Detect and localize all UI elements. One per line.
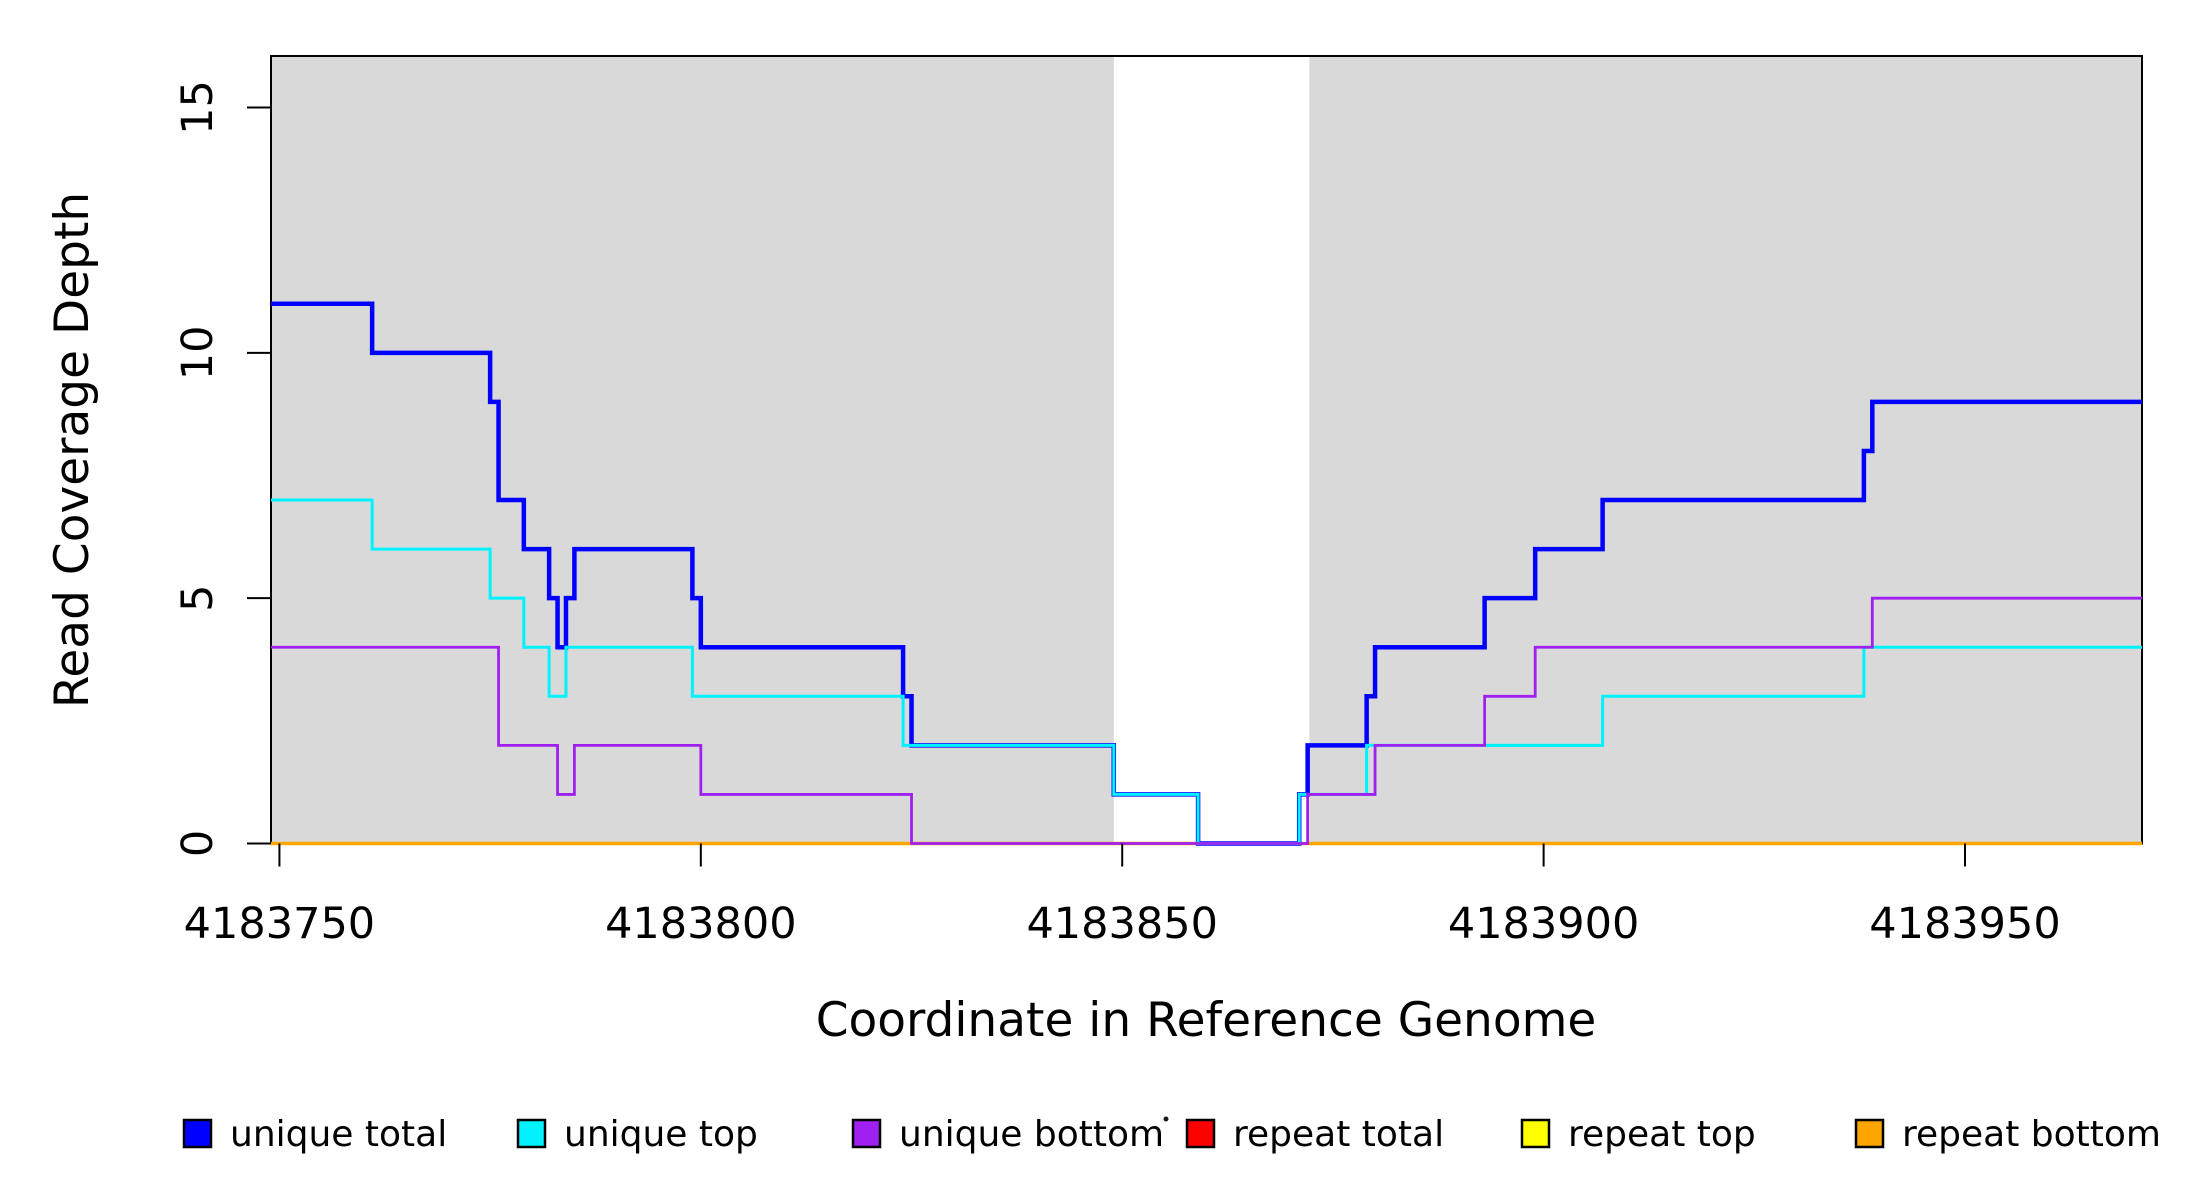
x-axis-title: Coordinate in Reference Genome (816, 993, 1597, 1048)
x-tick-label: 4183750 (184, 899, 376, 949)
y-axis: 0 5 10 15 (173, 80, 271, 857)
x-tick-label: 4183950 (1869, 899, 2061, 949)
x-axis: 4183750 4183800 4183850 4183900 4183950 (184, 843, 2061, 949)
legend-swatch-repeat-bottom (1854, 1118, 1885, 1149)
y-tick-label: 15 (173, 80, 223, 135)
series-line-unique-total (271, 301, 2142, 846)
legend-label: unique bottom (899, 1114, 1164, 1155)
legend-label: repeat top (1568, 1114, 1756, 1155)
legend-label: unique total (230, 1114, 447, 1155)
y-tick-label: 0 (173, 830, 223, 857)
x-tick-label: 4183900 (1448, 899, 1640, 949)
legend-item-repeat-total: repeat total (1185, 1114, 1444, 1155)
y-tick-label: 10 (173, 325, 223, 380)
legend-swatch-repeat-top (1520, 1118, 1551, 1149)
stray-dot (1163, 1116, 1169, 1122)
legend-label: repeat bottom (1902, 1114, 2161, 1155)
legend-swatch-unique-total (182, 1118, 213, 1149)
legend-item-repeat-top: repeat top (1520, 1114, 1756, 1155)
legend: unique total unique top unique bottom repea… (182, 1114, 2161, 1155)
legend-swatch-unique-bottom (851, 1118, 882, 1149)
legend-item-unique-total: unique total (182, 1114, 447, 1155)
shaded-regions (271, 56, 2142, 844)
unique-region-right (1309, 56, 2142, 844)
legend-item-repeat-bottom: repeat bottom (1854, 1114, 2161, 1155)
legend-label: repeat total (1233, 1114, 1444, 1155)
x-tick-label: 4183800 (605, 899, 797, 949)
legend-swatch-repeat-total (1185, 1118, 1216, 1149)
series-line-unique-bottom (271, 596, 2142, 845)
x-tick-label: 4183850 (1026, 899, 1218, 949)
y-axis-title: Read Coverage Depth (45, 192, 100, 708)
series-lines (271, 301, 2142, 846)
legend-label: unique top (564, 1114, 758, 1155)
annotations (1163, 1116, 1169, 1122)
legend-item-unique-top: unique top (516, 1114, 758, 1155)
y-tick-label: 5 (173, 584, 223, 611)
legend-item-unique-bottom: unique bottom (851, 1114, 1164, 1155)
unique-region-left (271, 56, 1114, 844)
legend-swatch-unique-top (516, 1118, 547, 1149)
